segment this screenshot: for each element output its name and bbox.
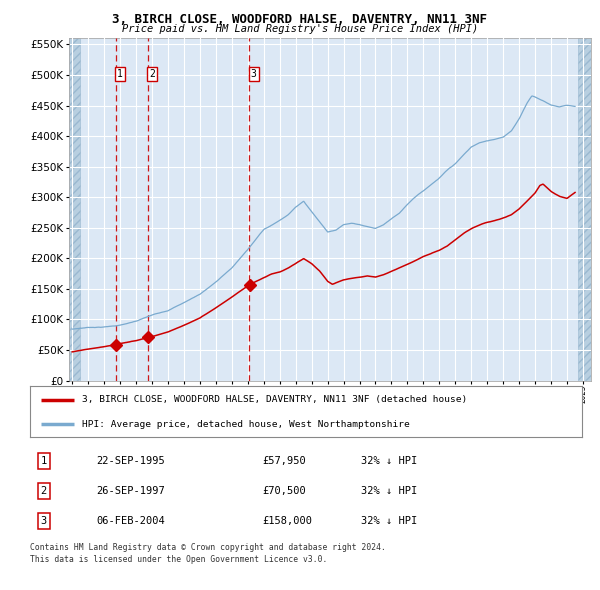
Text: 2: 2 (41, 486, 47, 496)
Text: £70,500: £70,500 (262, 486, 305, 496)
Text: 3, BIRCH CLOSE, WOODFORD HALSE, DAVENTRY, NN11 3NF: 3, BIRCH CLOSE, WOODFORD HALSE, DAVENTRY… (113, 13, 487, 26)
Text: 06-FEB-2004: 06-FEB-2004 (96, 516, 165, 526)
Text: 3, BIRCH CLOSE, WOODFORD HALSE, DAVENTRY, NN11 3NF (detached house): 3, BIRCH CLOSE, WOODFORD HALSE, DAVENTRY… (82, 395, 467, 405)
Text: 3: 3 (41, 516, 47, 526)
Text: 32% ↓ HPI: 32% ↓ HPI (361, 456, 418, 466)
Text: HPI: Average price, detached house, West Northamptonshire: HPI: Average price, detached house, West… (82, 419, 410, 428)
Text: 26-SEP-1997: 26-SEP-1997 (96, 486, 165, 496)
Text: 1: 1 (41, 456, 47, 466)
Text: 3: 3 (251, 69, 257, 79)
Text: £57,950: £57,950 (262, 456, 305, 466)
Text: Contains HM Land Registry data © Crown copyright and database right 2024.: Contains HM Land Registry data © Crown c… (30, 543, 386, 552)
Text: 32% ↓ HPI: 32% ↓ HPI (361, 516, 418, 526)
Text: 2: 2 (149, 69, 155, 79)
Text: Price paid vs. HM Land Registry's House Price Index (HPI): Price paid vs. HM Land Registry's House … (122, 24, 478, 34)
Bar (578, 38, 600, 381)
Bar (69, 38, 80, 381)
Text: 1: 1 (117, 69, 123, 79)
Text: 32% ↓ HPI: 32% ↓ HPI (361, 486, 418, 496)
Text: This data is licensed under the Open Government Licence v3.0.: This data is licensed under the Open Gov… (30, 555, 328, 563)
Text: £158,000: £158,000 (262, 516, 312, 526)
Text: 22-SEP-1995: 22-SEP-1995 (96, 456, 165, 466)
